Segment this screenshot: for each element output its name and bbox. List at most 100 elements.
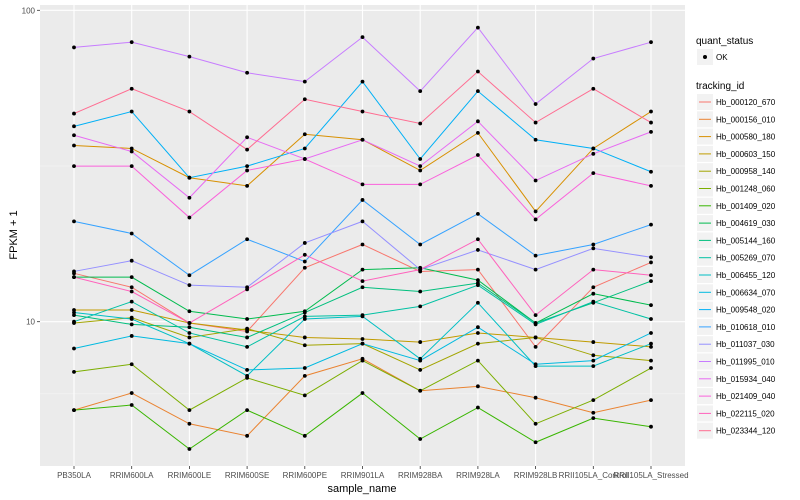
data-point-Hb_006634_070 [418,358,423,363]
data-point-Hb_010618_010 [533,253,538,258]
legend-label: Hb_000580_180 [716,133,776,142]
data-point-Hb_023344_120 [649,120,653,125]
legend-label: Hb_015934_040 [716,375,776,384]
legend-item: Hb_011995_010 [697,353,775,370]
data-point-Hb_021409_040 [533,217,538,222]
legend-label: Hb_022115_020 [716,409,775,418]
data-point-Hb_006455_120 [302,317,307,321]
data-point-Hb_001409_020 [187,447,192,451]
data-point-Hb_001409_020 [129,403,134,407]
data-point-Hb_011995_010 [360,35,365,40]
data-point-Hb_006634_070 [476,325,480,330]
data-point-Hb_021409_040 [360,182,365,187]
legend-item: Hb_023344_120 [697,422,776,439]
data-point-Hb_006455_120 [591,364,596,369]
data-point-Hb_006455_120 [72,310,76,315]
data-point-Hb_015934_040 [187,195,192,200]
legend-label: Hb_010618_010 [716,323,776,332]
data-point-Hb_000120_670 [533,344,538,349]
data-point-Hb_004619_030 [129,275,134,280]
data-point-Hb_000603_150 [649,344,653,349]
data-point-Hb_010618_010 [476,211,480,216]
data-point-Hb_005144_160 [245,335,250,340]
data-point-Hb_022115_020 [649,273,653,278]
data-point-Hb_023344_120 [187,109,192,114]
data-point-Hb_005269_070 [302,314,307,319]
data-point-Hb_001248_060 [302,393,307,398]
x-axis: PB350LA RRIM600LA RRIM600LE RRIM600SE RRIM60… [57,466,689,480]
data-point-Hb_011995_010 [591,56,596,61]
data-point-Hb_021409_040 [129,164,134,168]
data-point-Hb_010618_010 [302,259,307,264]
data-point-Hb_004619_030 [360,267,365,272]
data-point-Hb_005269_070 [245,344,250,349]
series-points [72,25,653,451]
legend-label: Hb_001248_060 [716,185,776,194]
data-point-Hb_010618_010 [187,273,192,278]
data-point-Hb_015934_040 [649,129,653,134]
legend-label: Hb_000156_010 [716,115,776,124]
data-point-Hb_005144_160 [129,322,134,327]
data-point-Hb_000958_140 [418,368,423,372]
data-point-Hb_015934_040 [533,178,538,183]
data-point-Hb_004619_030 [649,303,653,308]
data-point-Hb_010618_010 [72,219,76,224]
data-point-Hb_023344_120 [533,120,538,125]
data-point-Hb_011037_030 [129,258,134,263]
data-point-Hb_022115_020 [245,287,250,292]
color-legend-title: tracking_id [696,81,744,92]
data-point-Hb_004619_030 [591,291,596,296]
data-point-Hb_005144_160 [418,289,423,294]
data-point-Hb_001409_020 [72,408,76,413]
data-point-Hb_005144_160 [649,279,653,284]
data-point-Hb_004619_030 [476,278,480,283]
data-point-Hb_000958_140 [533,335,538,340]
data-point-Hb_001409_020 [533,440,538,445]
data-point-Hb_000120_670 [649,260,653,265]
data-point-Hb_009548_020 [302,146,307,151]
data-point-Hb_022115_020 [72,275,76,280]
data-point-Hb_022115_020 [302,252,307,257]
x-tick-label: RRII105LA_Control [559,471,629,480]
legend-label: Hb_011995_010 [716,358,775,367]
data-point-Hb_011995_010 [129,40,134,45]
data-point-Hb_021409_040 [72,164,76,168]
data-point-Hb_005269_070 [476,283,480,288]
x-tick-label: RRIM928LB [514,471,558,480]
data-point-Hb_000603_150 [591,340,596,344]
data-point-Hb_011995_010 [72,45,76,50]
x-axis-title: sample_name [327,483,396,495]
data-point-Hb_005269_070 [649,317,653,321]
legend-item: Hb_004619_030 [697,215,776,232]
legend-label: Hb_005269_070 [716,254,776,263]
data-point-Hb_000156_010 [187,421,192,426]
data-point-Hb_021409_040 [649,183,653,188]
data-point-Hb_021409_040 [245,168,250,173]
data-point-Hb_000958_140 [591,353,596,358]
x-tick-label: PB350LA [57,471,91,480]
data-point-Hb_006634_070 [591,358,596,363]
data-point-Hb_009548_020 [591,146,596,151]
data-point-Hb_001409_020 [245,408,250,413]
data-point-Hb_000580_180 [245,183,250,188]
data-point-Hb_000603_150 [418,340,423,344]
data-point-Hb_006634_070 [72,346,76,351]
data-point-Hb_009548_020 [360,79,365,84]
legend-label: Hb_004619_030 [716,219,776,228]
legend-item: Hb_022115_020 [697,405,775,422]
data-point-Hb_022115_020 [418,267,423,272]
data-point-Hb_010618_010 [649,222,653,227]
data-point-Hb_000958_140 [245,326,250,331]
legend-label: Hb_006634_070 [716,288,776,297]
legend-label: Hb_009548_020 [716,306,776,315]
data-point-Hb_011995_010 [302,79,307,84]
data-point-Hb_011037_030 [187,283,192,288]
data-point-Hb_000120_670 [360,242,365,247]
color-legend-items: Hb_000120_670 Hb_000156_010 Hb_000580_180 H… [697,94,776,439]
data-point-Hb_021409_040 [591,171,596,176]
data-point-Hb_005269_070 [533,322,538,327]
data-point-Hb_009548_020 [533,137,538,142]
data-point-Hb_000120_670 [591,285,596,290]
data-point-Hb_022115_020 [591,267,596,272]
legend-item: Hb_001409_020 [697,197,776,214]
